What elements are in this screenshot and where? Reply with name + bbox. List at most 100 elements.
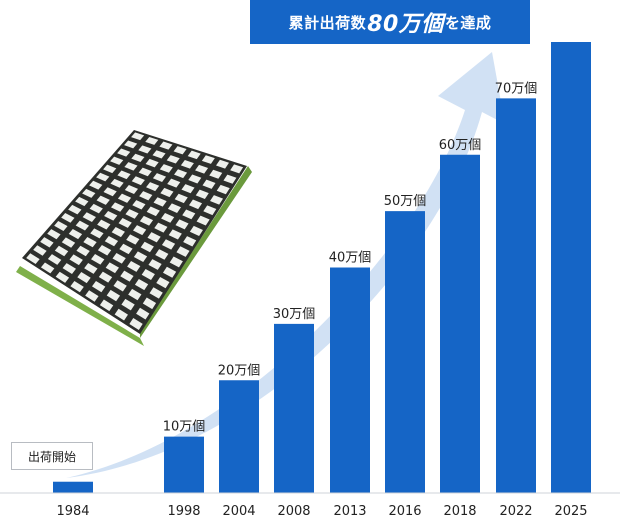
grating-cell — [166, 155, 180, 164]
grating-cell — [156, 277, 170, 289]
grating-cell — [26, 253, 40, 264]
grating-cell — [223, 174, 237, 184]
bar-2013 — [330, 267, 370, 493]
x-tick-label: 2008 — [277, 504, 310, 519]
grating-cell — [84, 263, 98, 274]
grating-cell — [146, 206, 160, 217]
grating-cell — [120, 270, 134, 282]
bar-1998 — [164, 436, 204, 493]
grating-cell — [110, 156, 124, 165]
grating-cell — [104, 210, 118, 221]
grating-cell — [145, 158, 159, 168]
grating-cell — [124, 184, 139, 195]
grating-cell — [117, 170, 131, 180]
bar-2018 — [440, 154, 480, 493]
grating-cell — [138, 167, 152, 177]
grating-cell — [104, 236, 119, 247]
grating-cell — [148, 259, 162, 270]
grating-cell — [97, 219, 111, 230]
grating-cell — [55, 271, 70, 283]
banner-prefix: 累計出荷数 — [288, 13, 367, 32]
grating-cell — [138, 145, 152, 154]
grating-cell — [128, 288, 142, 301]
grating-cell — [161, 239, 176, 250]
data-label: 20万個 — [218, 363, 261, 378]
grating-cell — [133, 251, 148, 263]
grating-cell — [210, 195, 224, 205]
grating-cell — [62, 263, 76, 274]
grating-cell — [119, 243, 133, 255]
grating-cell — [83, 237, 97, 248]
grating-cell — [136, 307, 150, 320]
grating-cell — [188, 174, 202, 184]
growth-arrow — [66, 52, 505, 478]
data-label: 60万個 — [439, 138, 482, 153]
grating-cell — [91, 254, 105, 265]
grating-cell — [75, 220, 90, 231]
data-label: 40万個 — [329, 251, 372, 266]
grating-cell — [113, 280, 127, 292]
banner-suffix: を達成 — [444, 13, 492, 32]
shipment-start-label: 出荷開始 — [27, 449, 76, 464]
bar-2016 — [385, 211, 425, 493]
grating-cell — [187, 150, 201, 160]
grating-cell — [40, 262, 55, 274]
grating-cell — [105, 262, 119, 274]
grating-cell — [47, 254, 62, 265]
grating-cell — [140, 241, 154, 253]
grating-cell — [173, 146, 187, 155]
grating-cell — [160, 187, 174, 198]
grating-cell — [96, 195, 110, 205]
grating-cell — [202, 179, 216, 189]
bar-2008 — [274, 323, 314, 493]
grating-cell — [134, 278, 149, 291]
grating-cell — [77, 272, 91, 284]
grating-cell — [103, 187, 117, 197]
grating-cell — [89, 180, 103, 190]
grating-cell — [131, 132, 145, 141]
grating-cell — [110, 178, 124, 188]
bar-1984 — [53, 481, 93, 493]
grating-cell — [168, 229, 182, 240]
grating-cell — [111, 227, 125, 238]
bar-2004 — [219, 380, 259, 493]
data-label: 10万個 — [163, 420, 206, 435]
achievement-banner: 累計出荷数 80万個 を達成 — [250, 0, 530, 44]
grating-cell — [169, 256, 183, 268]
grating-cell — [174, 193, 188, 204]
grating-cell — [154, 222, 168, 233]
grating-cell — [139, 215, 154, 226]
grating-cell — [69, 254, 83, 266]
grating-cell — [75, 196, 89, 207]
grating-cell — [176, 246, 190, 257]
grating-cell — [131, 176, 145, 186]
grating-cell — [68, 229, 83, 240]
grating-cell — [189, 225, 203, 236]
grating-cell — [68, 204, 82, 215]
grating-cell — [131, 153, 145, 163]
grating-cell — [153, 197, 167, 207]
grating-cell — [145, 136, 159, 145]
grating-cell — [121, 298, 135, 311]
grating-cell — [180, 159, 194, 169]
grating-cell — [82, 212, 96, 222]
x-tick-label: 2004 — [222, 504, 255, 519]
grating-panel-image — [16, 130, 252, 346]
grating-cell — [209, 169, 223, 179]
grating-cell — [161, 212, 175, 223]
x-tick-label: 2016 — [388, 504, 421, 519]
bar-2025 — [551, 42, 591, 493]
x-tick-label: 2018 — [443, 504, 476, 519]
grating-cell — [167, 203, 181, 213]
grating-cell — [201, 155, 215, 164]
grating-cell — [147, 232, 161, 243]
grating-cell — [167, 178, 181, 188]
grating-cell — [112, 253, 126, 264]
grating-cell — [61, 212, 75, 223]
grating-cell — [85, 290, 99, 302]
grating-cell — [124, 140, 138, 149]
grating-cell — [230, 164, 244, 174]
grating-cell — [139, 191, 153, 201]
grating-cell — [98, 271, 113, 283]
grating-cell — [175, 219, 189, 230]
